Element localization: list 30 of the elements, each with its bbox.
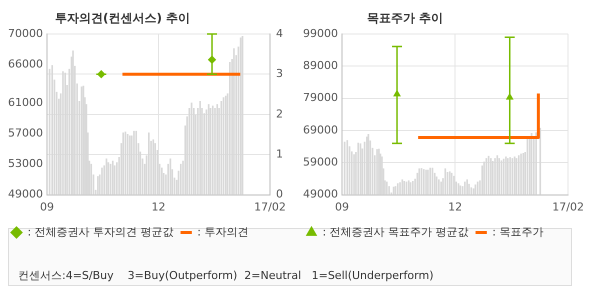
y-tick-label: 59000: [302, 156, 338, 168]
y-tick-label: 49000: [8, 188, 43, 201]
y2-tick-label: 3: [276, 67, 283, 80]
chart-title: 목표주가 추이: [367, 10, 444, 27]
y-tick-label: 99000: [302, 26, 338, 40]
legend-label: : 전체증권사 목표주가 평균값: [322, 225, 469, 238]
y2-tick-label: 1: [276, 147, 283, 160]
y2-tick-label: 0: [276, 188, 283, 201]
x-tick-label: 12: [151, 200, 166, 214]
y2-tick-label: 4: [276, 26, 283, 40]
y-tick-label: 70000: [8, 26, 43, 40]
text: 컨센서스:4=S/Buy 3=Buy(Outperform) 2=Neutral 1=Sell(Underperform): [18, 268, 434, 283]
x-tick-label: 09: [40, 200, 54, 214]
legend-label: : 목표주가: [492, 225, 544, 238]
y-tick-label: 53000: [8, 157, 43, 170]
x-tick-label: 09: [334, 200, 349, 214]
y-tick-label: 66000: [8, 57, 43, 70]
y-tick-label: 57000: [8, 126, 43, 140]
legend-label: : 투자의견: [197, 225, 248, 238]
y-tick-label: 79000: [302, 91, 338, 104]
y2-tick-label: 2: [276, 107, 283, 120]
x-tick-label: 12: [448, 200, 462, 214]
y-tick-label: 61000: [8, 96, 43, 109]
y-tick-label: 49000: [302, 188, 338, 201]
y-tick-label: 69000: [302, 123, 338, 136]
chart-title: 투자의견(컨센서스) 추이: [55, 10, 190, 27]
x-tick-label: 17/02: [254, 200, 286, 214]
y-tick-label: 89000: [302, 59, 338, 72]
x-tick-label: 17/02: [552, 200, 584, 214]
legend-label: : 전체증권사 투자의견 평균값: [28, 225, 174, 238]
